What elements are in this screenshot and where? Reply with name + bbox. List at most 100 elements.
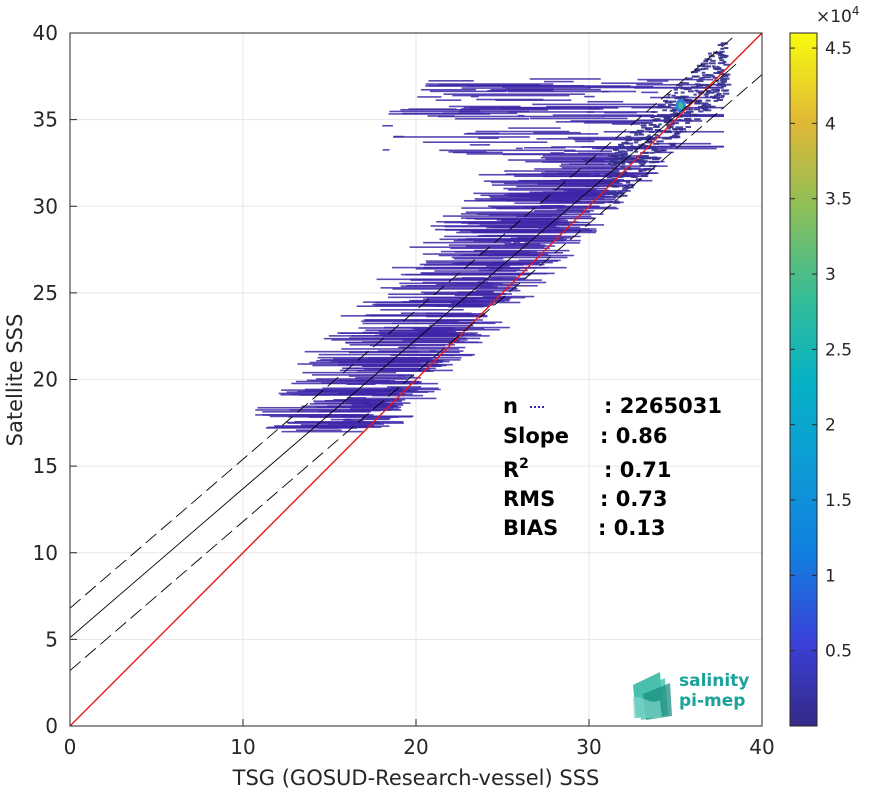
density-cell [709,95,716,98]
density-cell [673,133,680,136]
stat-label: Slope [503,424,569,448]
density-streak [380,382,439,385]
density-streak [543,80,574,83]
density-cell [617,190,623,193]
density-cell [659,115,666,118]
density-cell [609,158,617,161]
density-streak [514,202,605,204]
density-streak [315,378,408,380]
density-cell [662,99,669,102]
density-cell [708,55,715,58]
density-streak [475,297,508,300]
density-cell [656,115,662,118]
density-streak [478,269,528,272]
density-streak [465,211,590,214]
density-streak [344,418,390,421]
density-cell [644,157,652,160]
density-streak [286,391,429,393]
density-streak [654,142,712,145]
density-streak [552,114,654,116]
density-streak [487,254,552,257]
density-streak [426,261,507,264]
density-streak [584,185,630,188]
density-cell [648,161,656,164]
density-cell [686,99,695,102]
density-cell [720,80,727,83]
density-cell [698,92,703,95]
density-cell [685,110,694,113]
density-streak [532,103,666,106]
density-streak [505,88,555,91]
density-streak [346,383,376,386]
density-cell [610,191,617,194]
density-cell [685,82,689,85]
density-cell [666,130,672,133]
density-cell [654,128,662,131]
density-streak [487,90,553,92]
density-streak [438,115,605,118]
density-cell [694,102,701,105]
density-streak [516,237,572,239]
statistics-box: n: 2265031 Slope: 0.86 R2: 0.71 RMS: 0.73 BI… [503,394,722,540]
density-cell [671,94,676,97]
density-cell [673,136,681,139]
density-streak [564,150,612,152]
y-tick-label: 35 [33,108,58,132]
density-cell [634,158,643,161]
density-cell [629,131,637,134]
density-streak [355,376,421,379]
density-cell [628,161,633,164]
density-cell [614,157,623,160]
density-streak [255,409,392,411]
density-streak [347,409,381,412]
density-streak [348,397,437,400]
density-streak [454,257,504,260]
density-streak [504,243,529,245]
density-streak [546,105,670,108]
density-cell [616,154,625,157]
regression-line [70,63,737,638]
density-streak [423,266,567,269]
density-cell [620,158,628,161]
density-cell [719,79,728,82]
density-cell [619,145,624,148]
density-cell [693,108,701,111]
density-streak [417,96,442,98]
salinity-pi-mep-logo: salinity pi-mep [633,671,749,720]
density-cell [701,63,706,66]
density-streak [339,369,453,372]
density-cell [718,54,724,57]
density-cell [721,89,730,92]
density-streak [474,198,605,200]
density-streak [363,368,430,370]
density-cell [651,138,656,141]
density-cell [711,88,719,91]
density-streak [492,184,635,186]
density-streak [529,78,601,80]
density-cell [700,76,705,79]
density-cell [677,113,682,116]
density-cell [633,141,639,144]
density-cell [641,126,647,129]
density-cell [680,130,687,133]
density-streak [496,207,619,210]
density-streak [434,270,517,272]
density-cell [716,65,720,68]
colorbar-tick-label: 2.5 [825,340,852,360]
stat-value: : 0.71 [604,458,672,482]
density-cell [665,115,669,118]
density-cell [656,106,664,109]
density-cell [705,92,710,95]
density-streak [534,168,655,170]
density-cell [623,150,628,153]
stat-value: : 2265031 [604,394,722,418]
density-streak [327,423,385,425]
density-streak [505,173,589,175]
density-streak [436,321,503,324]
density-streak [478,137,499,139]
density-cell [652,119,658,122]
scatter-density [255,42,732,433]
density-streak [356,305,490,307]
density-streak [508,127,561,129]
density-streak [311,374,413,376]
